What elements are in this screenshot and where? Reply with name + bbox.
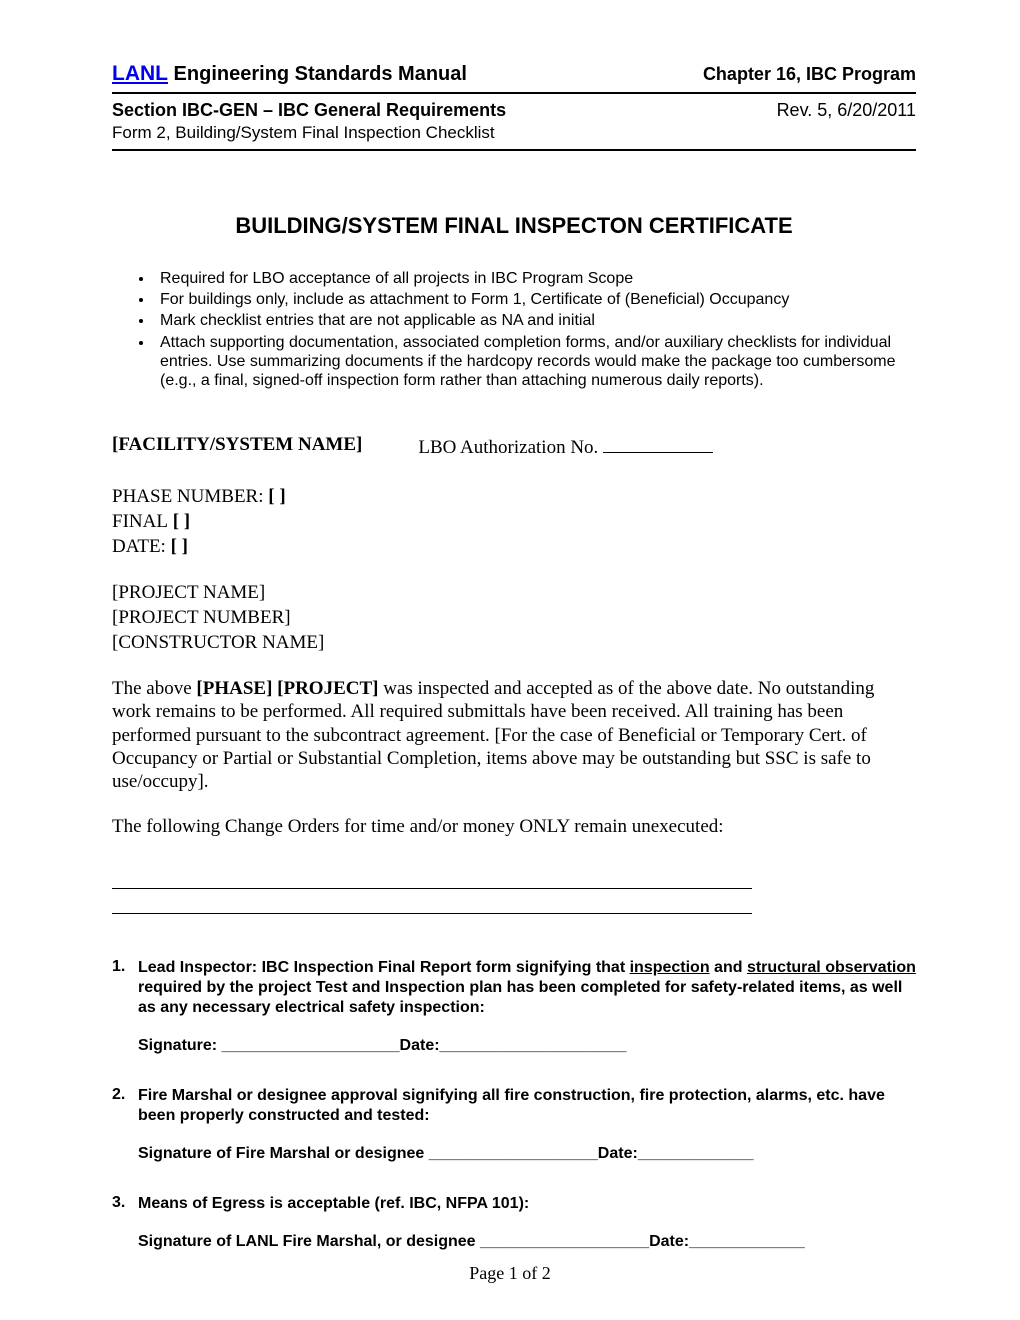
date-bracket[interactable]: [ ] — [166, 536, 188, 557]
item-number: 1. — [112, 958, 138, 1056]
numbered-item-2: 2. Fire Marshal or designee approval sig… — [112, 1086, 916, 1164]
numbered-item-3: 3. Means of Egress is acceptable (ref. I… — [112, 1194, 916, 1252]
final-bracket[interactable]: [ ] — [168, 511, 190, 532]
item-number: 3. — [112, 1194, 138, 1252]
phase-bracket[interactable]: [ ] — [264, 486, 286, 507]
item-3-signature[interactable]: Signature of LANL Fire Marshal, or desig… — [138, 1232, 916, 1252]
lanl-link[interactable]: LANL — [112, 62, 168, 85]
header-rule-2 — [112, 149, 916, 151]
inspection-paragraph: The above [PHASE] [PROJECT] was inspecte… — [112, 677, 916, 793]
item-2-signature[interactable]: Signature of Fire Marshal or designee __… — [138, 1144, 916, 1164]
chapter-title: Chapter 16, IBC Program — [703, 64, 916, 85]
lbo-auth-blank[interactable] — [603, 434, 713, 453]
facility-line: [FACILITY/SYSTEM NAME] LBO Authorization… — [112, 434, 916, 459]
header-rule-1 — [112, 92, 916, 94]
date-label: DATE: — [112, 536, 166, 557]
lbo-auth-label: LBO Authorization No. — [418, 434, 713, 459]
project-number: [PROJECT NUMBER] — [112, 606, 916, 631]
change-order-blank-lines — [112, 868, 916, 914]
manual-title: Engineering Standards Manual — [168, 63, 467, 85]
item-2-text: Fire Marshal or designee approval signif… — [138, 1086, 916, 1126]
blank-line[interactable] — [112, 893, 752, 914]
blank-line[interactable] — [112, 868, 752, 889]
bullet-item: For buildings only, include as attachmen… — [154, 290, 906, 309]
header-line-1: LANL Engineering Standards Manual Chapte… — [112, 62, 916, 86]
bullet-item: Required for LBO acceptance of all proje… — [154, 269, 906, 288]
form-line: Form 2, Building/System Final Inspection… — [112, 123, 916, 143]
facility-name-label: [FACILITY/SYSTEM NAME] — [112, 434, 362, 459]
section-title: Section IBC-GEN – IBC General Requiremen… — [112, 100, 506, 121]
intro-bullets: Required for LBO acceptance of all proje… — [154, 269, 916, 390]
change-orders-paragraph: The following Change Orders for time and… — [112, 815, 916, 838]
item-3-text: Means of Egress is acceptable (ref. IBC,… — [138, 1194, 916, 1214]
document-title: BUILDING/SYSTEM FINAL INSPECTON CERTIFIC… — [112, 213, 916, 239]
phase-number-label: PHASE NUMBER: — [112, 486, 264, 507]
header-line-2: Section IBC-GEN – IBC General Requiremen… — [112, 100, 916, 121]
constructor-name: [CONSTRUCTOR NAME] — [112, 631, 916, 656]
header-title: LANL Engineering Standards Manual — [112, 62, 467, 86]
page-footer: Page 1 of 2 — [0, 1263, 1020, 1284]
final-label: FINAL — [112, 511, 168, 532]
revision: Rev. 5, 6/20/2011 — [777, 100, 916, 121]
numbered-item-1: 1. Lead Inspector: IBC Inspection Final … — [112, 958, 916, 1056]
project-block: [PROJECT NAME] [PROJECT NUMBER] [CONSTRU… — [112, 581, 916, 655]
bullet-item: Attach supporting documentation, associa… — [154, 333, 906, 391]
item-number: 2. — [112, 1086, 138, 1164]
item-1-text: Lead Inspector: IBC Inspection Final Rep… — [138, 958, 916, 1018]
bullet-item: Mark checklist entries that are not appl… — [154, 311, 906, 330]
project-name: [PROJECT NAME] — [112, 581, 916, 606]
item-1-signature[interactable]: Signature: ____________________Date:____… — [138, 1036, 916, 1056]
phase-block: PHASE NUMBER: [ ] FINAL [ ] DATE: [ ] — [112, 485, 916, 559]
